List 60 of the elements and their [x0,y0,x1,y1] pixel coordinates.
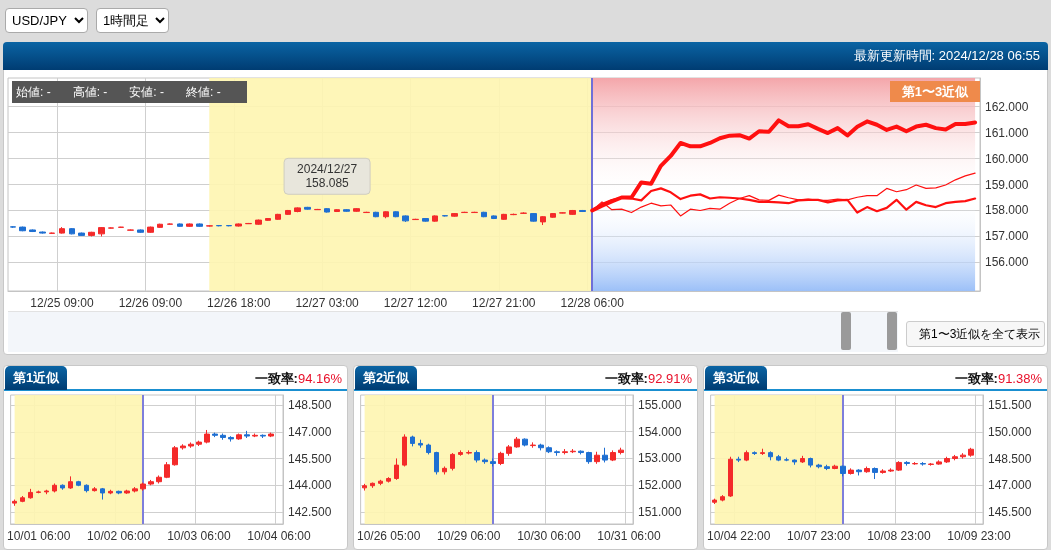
y-tick-label: 145.500 [288,451,332,466]
dropdown: USD/JPY [5,8,88,33]
x-tick-label: 10/03 06:00 [167,529,231,543]
dropdown: 1時間足 [96,8,169,33]
chart-title: 第1近似 [5,366,68,390]
y-tick-label: 151.000 [638,504,682,519]
chart-subtitle: 一致率: [254,371,298,386]
x-tick-label: 10/09 23:00 [947,529,1012,543]
y-tick-label: 145.500 [988,505,1032,520]
y-tick-label: 158.000 [985,203,1029,218]
y-tick-label: 157.000 [985,229,1029,244]
x-tick-label: 12/26 18:00 [207,296,271,310]
y-tick-label: 151.500 [988,397,1032,412]
y-tick-label: 148.500 [988,451,1032,466]
x-tick-label: 10/04 06:00 [247,529,312,543]
y-tick-label: 147.000 [988,478,1032,493]
annotation: 高値: - [72,85,108,99]
chart-subtitle: 一致率: [604,371,648,386]
y-tick-label: 155.000 [638,397,682,412]
chart-subtitle: 一致率: [954,371,998,386]
x-tick-label: 10/31 06:00 [597,529,662,543]
y-tick-label: 154.000 [638,424,682,439]
x-tick-label: 10/04 22:00 [706,529,771,543]
chart-title: 第3近似 [705,366,768,390]
x-tick-label: 10/07 23:00 [787,529,851,543]
x-tick-label: 10/26 05:00 [356,529,421,543]
y-tick-label: 162.000 [985,99,1029,114]
x-tick-label: 10/30 06:00 [517,529,581,543]
chart-title: 最新更新時間: 2024/12/28 06:55 [3,42,1048,70]
x-tick-label: 12/27 03:00 [295,296,360,310]
annotation: 安値: - [129,85,165,99]
y-tick-label: 142.500 [288,505,332,520]
y-tick-label: 153.000 [638,451,682,466]
x-tick-label: 12/26 09:00 [118,296,183,310]
x-tick-label: 10/01 06:00 [6,529,71,543]
y-tick-label: 152.000 [638,478,682,493]
text: 第1〜3近似を全て表示 [906,321,1046,347]
x-tick-label: 10/29 06:00 [437,529,501,543]
y-tick-label: 147.000 [288,424,332,439]
annotation: 終値: - [186,85,221,99]
x-tick-label: 12/28 06:00 [560,296,625,310]
x-tick-label: 12/27 12:00 [383,296,448,310]
x-tick-label: 12/27 21:00 [472,296,536,310]
x-tick-label: 12/25 09:00 [30,296,95,310]
y-tick-label: 161.000 [985,125,1029,140]
x-tick-label: 10/02 06:00 [87,529,151,543]
y-tick-label: 159.000 [985,177,1029,192]
y-tick-label: 144.000 [288,478,332,493]
y-tick-label: 150.000 [988,424,1032,439]
y-tick-label: 148.500 [288,397,332,412]
y-tick-label: 160.000 [985,151,1029,166]
text: 92.91% [647,371,692,386]
annotation: 2024/12/27 158.085 [297,162,358,191]
text: 91.38% [997,371,1042,386]
annotation: 始値: - [16,85,51,99]
annotation: 第1〜3近似 [890,81,980,102]
text: 94.16% [297,371,342,386]
y-tick-label: 156.000 [985,255,1029,270]
x-tick-label: 10/08 23:00 [867,529,931,543]
chart-title: 第2近似 [355,366,418,390]
